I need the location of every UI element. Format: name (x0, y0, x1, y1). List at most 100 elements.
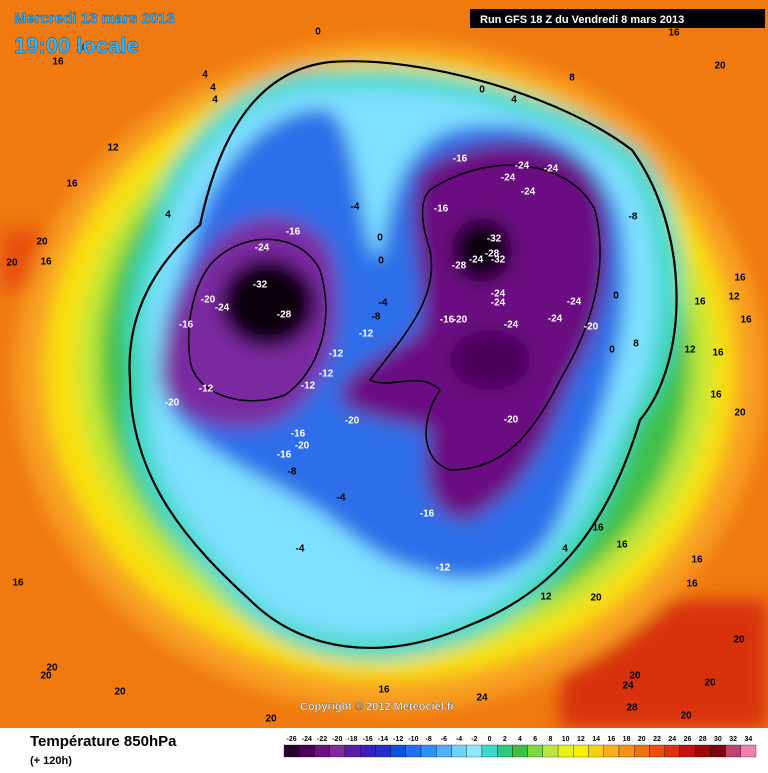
contour-label: -12 (199, 384, 214, 395)
contour-label: 16 (52, 57, 64, 68)
contour-label: 20 (40, 671, 52, 682)
colorbar-tick-label: -20 (332, 736, 342, 743)
colorbar-swatch (679, 744, 696, 758)
contour-label: -16 (453, 154, 468, 165)
colorbar-swatch (557, 744, 574, 758)
colorbar-tick-label: -6 (441, 736, 447, 743)
contour-label: -20 (295, 441, 310, 452)
contour-label: 20 (46, 663, 58, 674)
colorbar-swatch (618, 744, 635, 758)
contour-label: -24 (491, 298, 506, 309)
contour-label: -4 (379, 298, 388, 309)
contour-label: 16 (378, 685, 390, 696)
contour-label: 16 (668, 28, 680, 39)
contour-label: 16 (66, 179, 78, 190)
colorbar-tick-label: 18 (623, 736, 631, 743)
contour-label: -24 (215, 303, 230, 314)
contour-label: -12 (436, 563, 451, 574)
run-info: Run GFS 18 Z du Vendredi 8 mars 2013 (480, 14, 684, 26)
colorbar-swatch (314, 744, 330, 758)
contour-label: 20 (680, 711, 692, 722)
forecast-time: 19:00 locale (14, 33, 139, 58)
contour-label: 20 (6, 258, 18, 269)
contour-label: -16 (291, 429, 306, 440)
colorbar-tick-label: 34 (744, 736, 752, 743)
colorbar-tick-label: -14 (378, 736, 388, 743)
colorbar-swatch (497, 744, 513, 758)
contour-label: -20 (345, 416, 360, 427)
contour-label: -24 (504, 320, 519, 331)
colorbar-tick-label: 0 (488, 736, 492, 743)
colorbar-swatch (451, 744, 467, 758)
contour-label: 20 (590, 593, 602, 604)
colorbar-tick-label: 30 (714, 736, 722, 743)
colorbar-swatch (436, 744, 452, 758)
contour-label: 24 (476, 693, 488, 704)
contour-label: 4 (202, 70, 208, 81)
contour-label: 0 (479, 85, 485, 96)
contour-label: -4 (296, 544, 305, 555)
contour-label: -24 (521, 187, 536, 198)
contour-labels: 01616162044480412164-16-24-24-24-24-8-4-… (6, 27, 752, 725)
contour-label: 16 (710, 390, 722, 401)
colorbar-tick-label: 26 (684, 736, 692, 743)
contour-label: 4 (511, 95, 517, 106)
contour-label: 12 (684, 345, 696, 356)
contour-label: 20 (36, 237, 48, 248)
contour-label: 12 (540, 592, 552, 603)
colorbar-tick-label: -2 (471, 736, 477, 743)
contour-label: -16 (179, 320, 194, 331)
run-box (470, 9, 765, 28)
contour-label: -32 (491, 255, 506, 266)
contour-label: -12 (301, 381, 316, 392)
footer-lead: (+ 120h) (30, 755, 72, 767)
colorbar-swatch (375, 744, 391, 758)
contour-label: 4 (165, 210, 171, 221)
contour-label: 4 (562, 544, 568, 555)
colorbar-swatch (573, 744, 589, 758)
colorbar-tick-label: 24 (668, 736, 676, 743)
contour-label: 0 (378, 256, 384, 267)
contour-label: -32 (487, 234, 502, 245)
colorbar-tick-label: 8 (548, 736, 552, 743)
colorbar-swatch (725, 744, 741, 758)
colorbar-tick-label: 16 (607, 736, 615, 743)
contour-label: 12 (728, 292, 740, 303)
contour-label: 28 (626, 703, 638, 714)
contour-label: -16 (277, 450, 292, 461)
contour-label: -20 (504, 415, 519, 426)
zero-isotherm (128, 60, 678, 649)
colorbar-tick-label: 14 (592, 736, 600, 743)
contour-label: 16 (616, 540, 628, 551)
contour-label: -28 (485, 249, 500, 260)
colorbar-tick-label: 32 (729, 736, 737, 743)
colorbar-tick-label: -24 (302, 736, 312, 743)
contour-label: -4 (337, 493, 346, 504)
contour-label: -28 (452, 261, 467, 272)
contour-label: -8 (629, 212, 638, 223)
colorbar-tick-label: 28 (699, 736, 707, 743)
contour-label: -28 (277, 310, 292, 321)
colorbar-tick-label: 10 (562, 736, 570, 743)
forecast-date: Mercredi 13 mars 2013 (14, 10, 175, 27)
contour-label: 16 (734, 273, 746, 284)
contour-label: 24 (622, 681, 634, 692)
colorbar-swatch (603, 744, 620, 758)
contour-label: 20 (704, 678, 716, 689)
contour-label: 16 (592, 523, 604, 534)
colorbar-swatch (283, 744, 300, 758)
colorbar-tick-label: -18 (347, 736, 357, 743)
contour-label: -20 (201, 295, 216, 306)
contour-label: -24 (469, 255, 484, 266)
contour-label: -20 (584, 322, 599, 333)
contour-label: 16 (712, 348, 724, 359)
contour-label: 0 (609, 345, 615, 356)
contour-label: -4 (351, 202, 360, 213)
contour-label: -16 (420, 509, 435, 520)
contour-label: 16 (76, 43, 88, 54)
contour-label: -12 (329, 349, 344, 360)
colorbar: -26 -24 -22 -20 -18 -16 -14 -12 -10 -8 -6 -4 -2 0 2 4 6 8… (283, 736, 757, 758)
contour-label: 0 (315, 27, 321, 38)
contour-label: -16 (286, 227, 301, 238)
contour-label: 20 (629, 671, 641, 682)
